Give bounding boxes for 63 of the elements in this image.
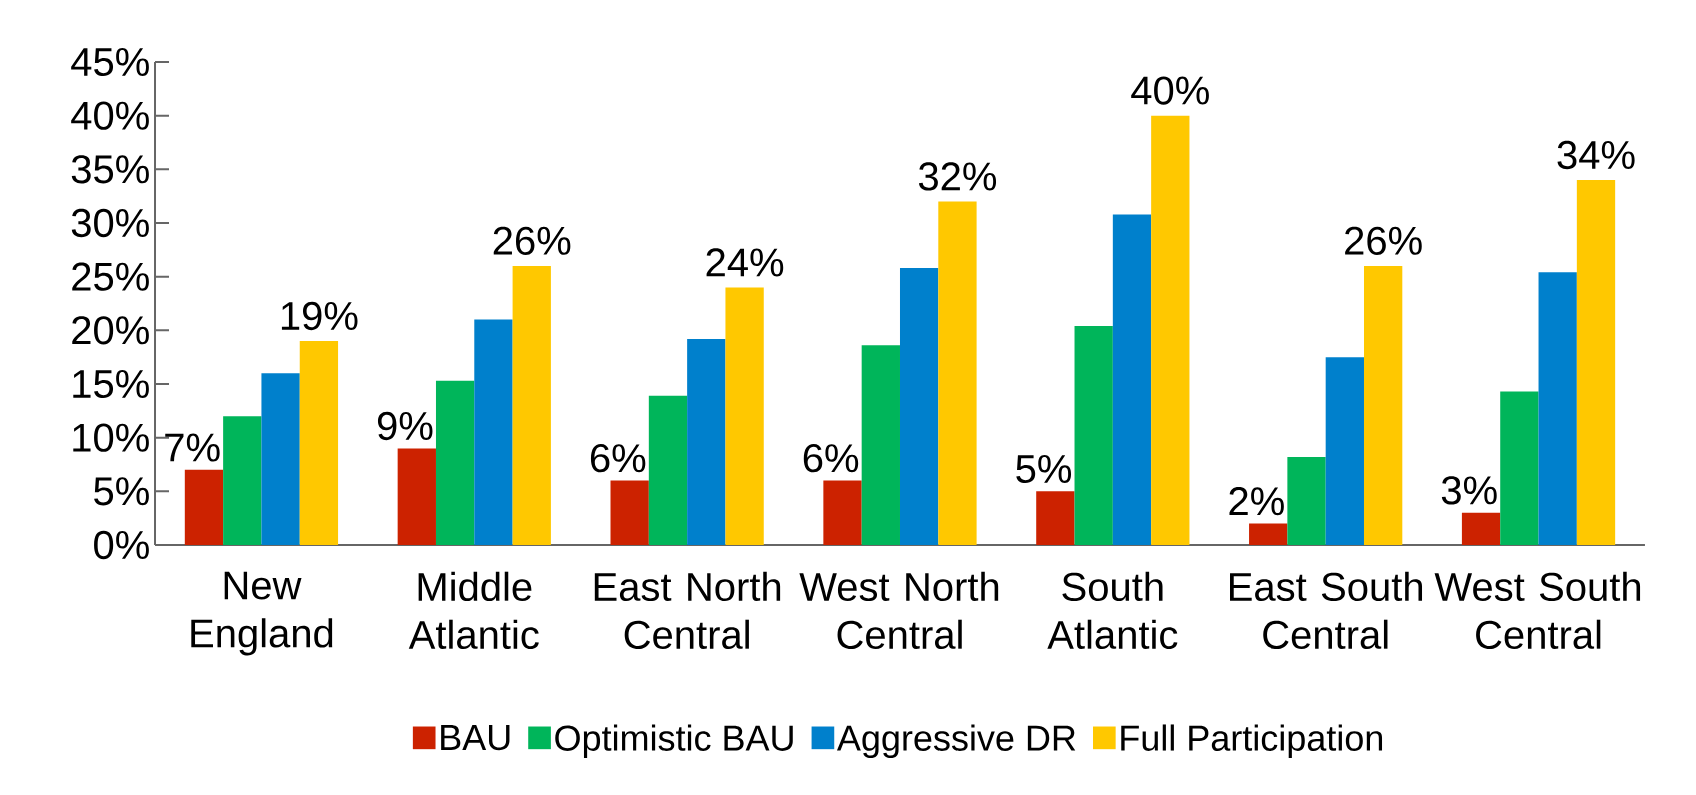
x-tick-label: Middle Atlantic (408, 571, 539, 650)
bar (861, 345, 900, 545)
y-tick-label: 15% (73, 369, 149, 399)
x-tick-label: East South Central (1230, 571, 1423, 650)
y-tick-label: 0% (94, 530, 149, 560)
y-tick-label: 10% (73, 423, 149, 452)
bar (261, 373, 300, 545)
bar (1576, 180, 1616, 545)
x-tick-label: South Atlantic (1047, 571, 1178, 650)
bar (1363, 265, 1403, 545)
legend-label: Full Participation (1121, 724, 1383, 759)
legend-label: BAU (441, 725, 510, 751)
bar (1036, 491, 1075, 545)
legend-label: Optimistic BAU (555, 724, 793, 759)
bar (299, 341, 339, 545)
legend-label: Aggressive DR (836, 724, 1076, 759)
bar (823, 480, 862, 545)
bar (397, 448, 436, 545)
bar (1112, 214, 1152, 545)
bar (1074, 326, 1113, 545)
bar (648, 395, 688, 545)
data-label: 6% (590, 444, 646, 473)
x-tick-label: East North Central (594, 571, 781, 650)
bar (474, 319, 513, 545)
data-label: 34% (1557, 140, 1635, 170)
bar (1461, 512, 1501, 545)
data-label: 2% (1229, 487, 1284, 516)
x-tick-label: West South Central (1434, 571, 1641, 650)
bar (1249, 523, 1288, 545)
data-label: 40% (1131, 76, 1209, 105)
y-tick-label: 25% (72, 262, 149, 291)
bar (1325, 357, 1364, 545)
y-tick-label: 45% (71, 47, 149, 77)
bar (1151, 115, 1190, 545)
data-label: 6% (803, 444, 859, 473)
bar (687, 338, 726, 545)
data-label: 24% (706, 248, 784, 277)
data-label: 19% (281, 301, 358, 331)
y-tick-label: 30% (71, 208, 149, 238)
y-tick-label: 5% (94, 477, 149, 506)
data-label: 26% (1345, 226, 1422, 255)
bar (1287, 456, 1326, 545)
x-tick-label: West North Central (799, 571, 999, 650)
bar (512, 265, 551, 545)
data-label: 32% (918, 162, 997, 191)
bar (184, 469, 224, 545)
y-tick-label: 35% (71, 155, 149, 184)
bar (938, 201, 977, 545)
bar (610, 480, 649, 545)
data-label: 3% (1441, 476, 1497, 505)
data-label: 26% (493, 226, 571, 255)
bar (1538, 272, 1577, 545)
y-tick-label: 40% (71, 101, 149, 130)
data-label: 9% (377, 411, 433, 441)
x-tick-label: New England (191, 571, 333, 656)
bar (899, 268, 939, 545)
y-tick-label: 20% (72, 316, 149, 345)
bar (1500, 391, 1539, 545)
data-label: 7% (165, 433, 220, 462)
bar (223, 416, 262, 545)
bar (725, 287, 764, 545)
bar (435, 380, 475, 545)
data-label: 5% (1016, 454, 1071, 484)
